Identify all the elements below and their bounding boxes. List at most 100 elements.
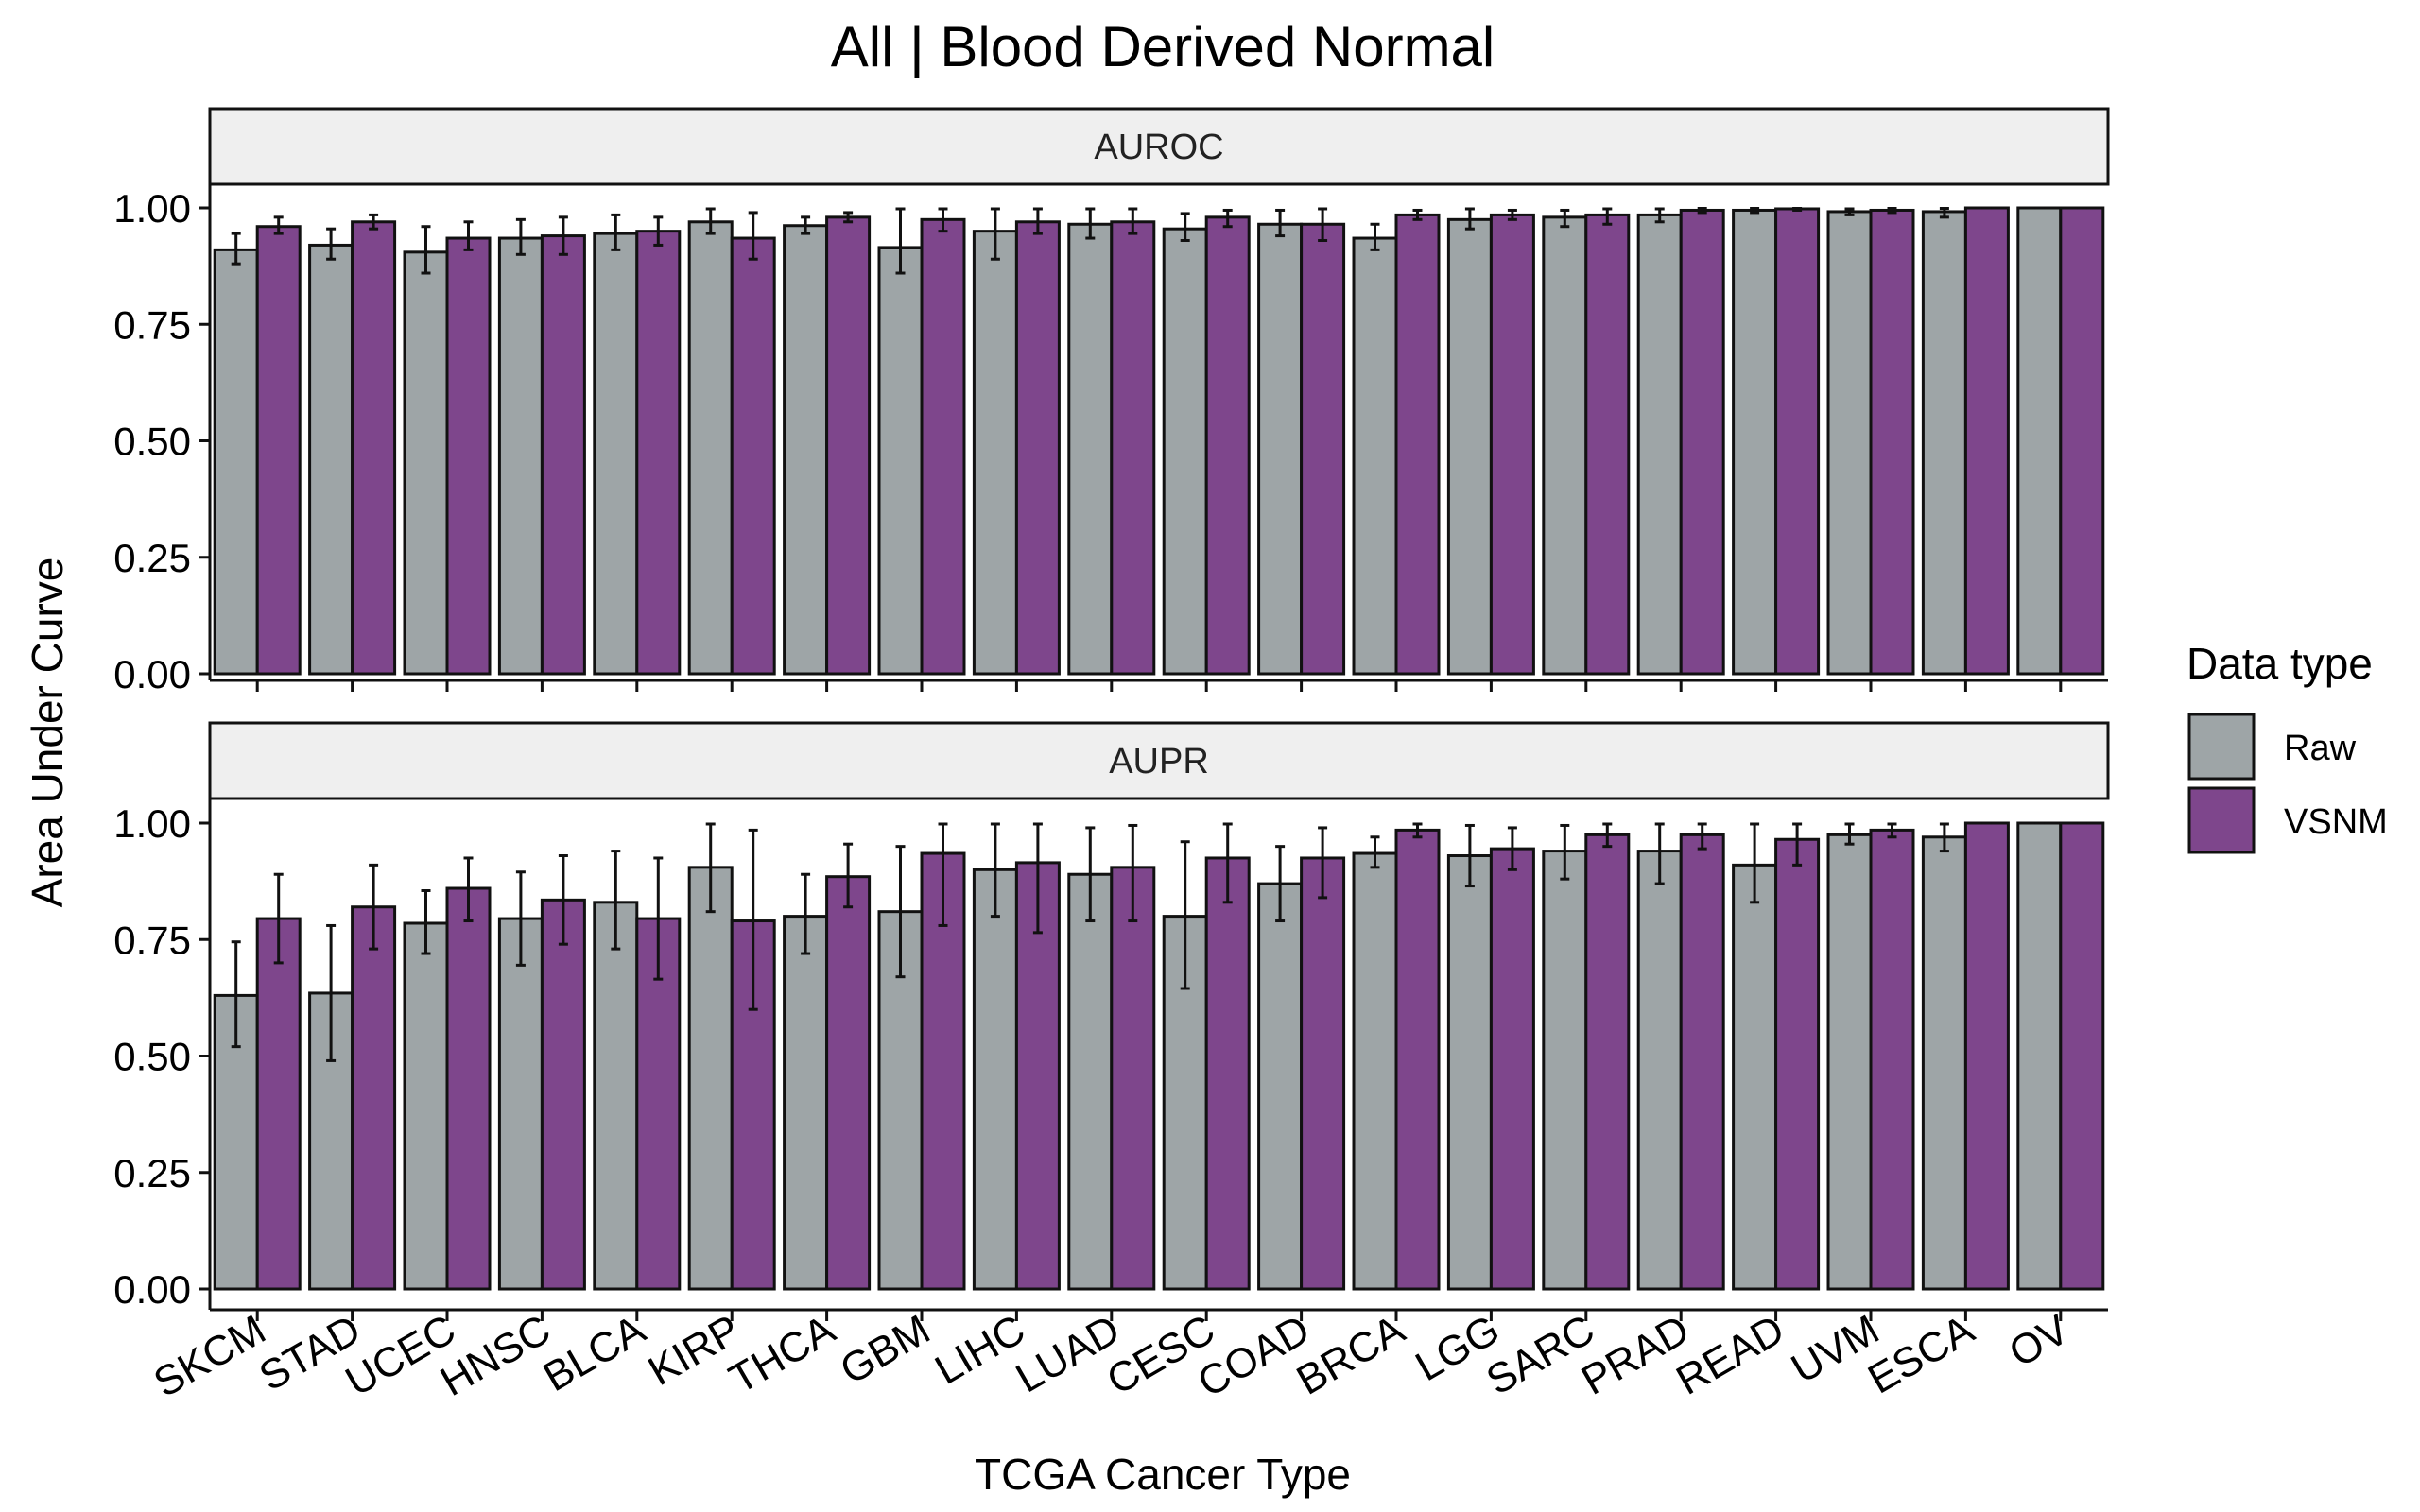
bar — [403, 921, 449, 1291]
panel-strip-label: AUROC — [1094, 128, 1223, 167]
y-tick-label: 0.75 — [113, 918, 191, 962]
y-tick-label: 0.00 — [113, 652, 191, 696]
bar — [1679, 833, 1725, 1291]
bar — [1352, 236, 1398, 676]
bar — [730, 236, 776, 676]
bar — [1204, 856, 1251, 1291]
bar — [1774, 837, 1821, 1291]
x-tick-label: OV — [2001, 1306, 2077, 1377]
x-tick-label: UCEC — [338, 1306, 463, 1405]
bar — [308, 243, 354, 676]
bar — [687, 866, 734, 1291]
bar — [255, 225, 302, 676]
x-tick-label: PRAD — [1574, 1306, 1697, 1404]
x-tick-label: GBM — [833, 1306, 938, 1394]
bar — [1489, 213, 1535, 676]
x-tick-label: LUAD — [1009, 1306, 1128, 1401]
y-tick-label: 1.00 — [113, 186, 191, 231]
y-tick-label: 0.00 — [113, 1267, 191, 1312]
bar — [1869, 208, 1915, 676]
bar — [1921, 835, 1967, 1291]
x-tick-label: HNSC — [433, 1306, 558, 1405]
bar — [687, 220, 734, 676]
panel-strip-label: AUPR — [1109, 742, 1209, 782]
y-tick-label: 0.25 — [113, 536, 191, 580]
bar — [2016, 821, 2063, 1291]
bar — [1963, 821, 2010, 1291]
bar — [1826, 833, 1873, 1291]
bar — [1732, 863, 1778, 1291]
chart-title: All | Blood Derived Normal — [831, 15, 1495, 78]
bar — [1826, 210, 1873, 676]
legend-key-raw — [2187, 713, 2256, 781]
legend-label-vsnm: VSNM — [2284, 802, 2388, 842]
bar — [825, 215, 872, 676]
bar — [2059, 206, 2105, 676]
bar — [1679, 208, 1725, 676]
bar — [593, 901, 639, 1291]
bar — [1067, 222, 1114, 676]
bar — [213, 248, 259, 676]
bar — [1446, 854, 1493, 1291]
bar — [1584, 213, 1631, 676]
y-axis-label: Area Under Curve — [23, 558, 72, 908]
bar — [308, 991, 354, 1291]
bar — [1542, 215, 1588, 676]
bar — [1014, 220, 1061, 676]
panel-aupr: AUPR 0.00 0.25 0.50 0.75 1.00 — [113, 721, 2110, 1321]
y-tick-label: 0.25 — [113, 1151, 191, 1195]
x-tick-label: BRCA — [1289, 1306, 1413, 1404]
bar — [825, 875, 872, 1291]
y-tick-label: 0.50 — [113, 420, 191, 464]
bar — [1352, 851, 1398, 1291]
x-tick-labels: SKCMSTADUCECHNSCBLCAKIRPTHCAGBMLIHCLUADC… — [147, 1306, 2078, 1406]
x-tick-label: ESCA — [1860, 1306, 1982, 1403]
x-tick-label: COAD — [1190, 1306, 1318, 1406]
bar — [2016, 206, 2063, 676]
bar — [1963, 206, 2010, 676]
bar — [445, 886, 492, 1291]
bar — [593, 232, 639, 676]
bar — [1732, 208, 1778, 676]
x-tick-label: LIHC — [927, 1306, 1032, 1394]
bar — [1921, 210, 1967, 676]
bar — [351, 220, 397, 676]
panels: AUROC 0.00 0.25 0.50 0.75 1.00 AUPR 0.00 0.25 0.5… — [113, 107, 2110, 1321]
bar — [920, 217, 966, 676]
bar — [1489, 847, 1535, 1291]
x-tick-label: SARC — [1478, 1306, 1601, 1404]
legend-title: Data type — [2187, 639, 2373, 688]
bar — [877, 246, 924, 676]
legend: Data type Raw VSNM — [2187, 639, 2388, 854]
bar — [403, 250, 449, 676]
bar — [1162, 227, 1208, 676]
y-tick-label: 0.50 — [113, 1035, 191, 1079]
y-tick-label: 0.75 — [113, 302, 191, 347]
bar — [1636, 213, 1683, 676]
bar — [497, 917, 544, 1291]
legend-key-vsnm — [2187, 786, 2256, 854]
panel-strip — [208, 107, 2110, 186]
bar — [1110, 866, 1156, 1291]
bar — [1394, 828, 1441, 1291]
bar — [1110, 220, 1156, 676]
bar — [1067, 872, 1114, 1291]
bar — [351, 905, 397, 1291]
bar — [1257, 222, 1304, 676]
bar — [972, 230, 1018, 676]
bar — [1542, 850, 1588, 1291]
bar — [783, 915, 829, 1291]
bar — [1774, 207, 1821, 676]
bar — [445, 236, 492, 676]
x-tick-label: READ — [1668, 1306, 1791, 1404]
bar — [1300, 856, 1346, 1291]
x-axis-label: TCGA Cancer Type — [975, 1450, 1351, 1499]
bar — [540, 234, 586, 676]
bar — [1394, 213, 1441, 676]
bar — [1204, 215, 1251, 676]
x-tick-label: SKCM — [147, 1306, 274, 1406]
panel-auroc: AUROC 0.00 0.25 0.50 0.75 1.00 — [113, 107, 2110, 696]
panel-strip — [208, 721, 2110, 800]
bar — [1584, 833, 1631, 1291]
